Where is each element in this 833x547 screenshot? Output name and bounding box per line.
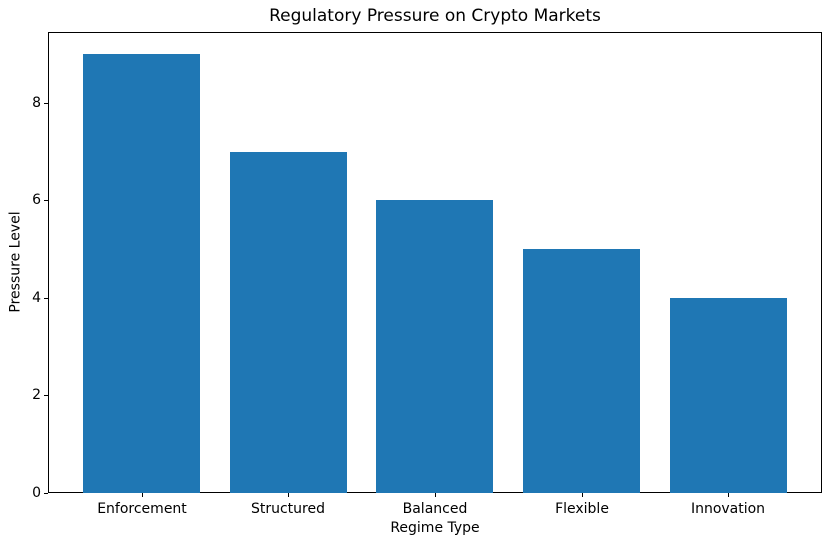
y-tick-mark — [44, 103, 48, 104]
x-tick-mark — [728, 493, 729, 497]
x-tick-label: Flexible — [555, 501, 609, 517]
y-tick-mark — [44, 395, 48, 396]
y-tick-label: 2 — [32, 387, 41, 403]
y-tick-mark — [44, 298, 48, 299]
bar-structured — [230, 152, 347, 493]
y-tick-label: 4 — [32, 290, 41, 306]
x-axis-label: Regime Type — [390, 520, 480, 536]
x-tick-label: Enforcement — [97, 501, 187, 517]
x-tick-label: Balanced — [402, 501, 468, 517]
x-tick-label: Innovation — [690, 501, 766, 517]
y-tick-mark — [44, 200, 48, 201]
x-tick-mark — [142, 493, 143, 497]
x-tick-mark — [288, 493, 289, 497]
chart-title: Regulatory Pressure on Crypto Markets — [269, 6, 601, 26]
y-tick-label: 6 — [32, 192, 41, 208]
y-tick-mark — [44, 493, 48, 494]
x-tick-mark — [435, 493, 436, 497]
bar-enforcement — [83, 54, 200, 493]
bar-innovation — [670, 298, 787, 493]
x-tick-mark — [582, 493, 583, 497]
y-tick-label: 8 — [32, 95, 41, 111]
x-tick-label: Structured — [250, 501, 325, 517]
bar-balanced — [376, 200, 493, 493]
bar-flexible — [523, 249, 640, 493]
y-tick-label: 0 — [32, 485, 41, 501]
